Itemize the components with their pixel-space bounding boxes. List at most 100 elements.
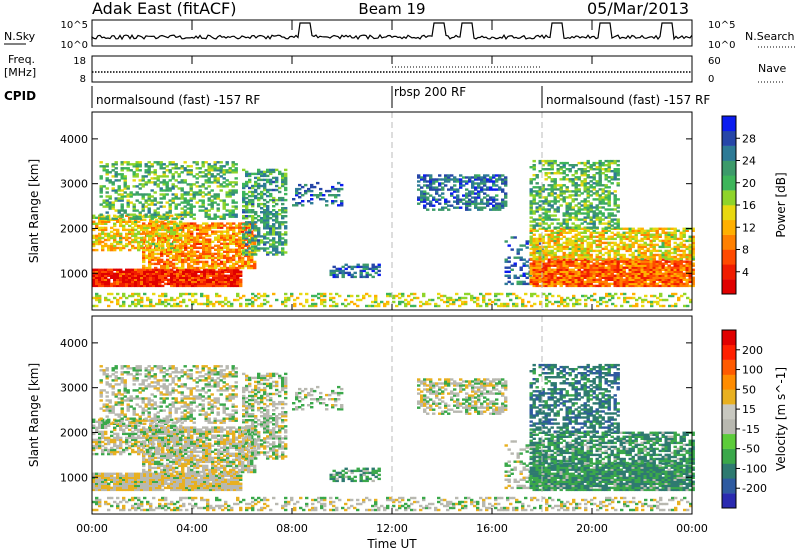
power-cell [266, 247, 270, 250]
power-cell [183, 193, 187, 196]
power-cell [225, 179, 229, 182]
power-cell [628, 284, 632, 288]
power-cell [547, 188, 551, 191]
power-cell [254, 227, 258, 230]
power-cell [126, 195, 130, 198]
power-cell [598, 274, 602, 277]
power-cell [92, 242, 96, 246]
power-cell [122, 224, 126, 228]
power-cell [504, 200, 508, 203]
power-cell [189, 215, 193, 218]
power-cell [111, 187, 115, 190]
power-cell [199, 242, 203, 245]
power-cell [495, 202, 499, 205]
power-cell [453, 200, 457, 203]
power-cell [284, 172, 288, 176]
power-cell [164, 228, 168, 232]
power-cell [583, 178, 587, 181]
power-cell [613, 200, 617, 203]
power-cell [480, 190, 484, 193]
power-cell [117, 209, 121, 212]
power-cell [559, 260, 563, 263]
power-cell [625, 282, 629, 286]
power-cell [538, 278, 542, 281]
power-cell [616, 272, 620, 275]
power-cell [113, 224, 117, 228]
power-cell [98, 298, 102, 302]
power-cell [550, 282, 554, 286]
power-cell [529, 276, 533, 279]
power-cell [562, 200, 566, 203]
power-cell [116, 232, 120, 236]
power-cell [174, 197, 178, 200]
power-cell [198, 205, 202, 208]
power-cell [206, 282, 210, 286]
power-cell [535, 272, 539, 275]
power-cell [529, 268, 533, 271]
power-cell [269, 229, 273, 232]
power-cell [150, 165, 154, 168]
power-cell [474, 200, 478, 203]
power-cell [553, 192, 557, 195]
power-cell [146, 230, 150, 234]
power-cell [184, 260, 188, 264]
power-cell [245, 202, 249, 206]
power-cell [580, 200, 584, 203]
power-cell [110, 248, 114, 252]
power-cell [604, 178, 608, 181]
power-cell [601, 241, 605, 245]
power-cell [142, 222, 146, 225]
power-cell [640, 227, 644, 230]
power-cell [119, 222, 123, 225]
power-cell [550, 190, 554, 193]
power-cell [231, 165, 235, 168]
power-cell [151, 250, 155, 253]
power-cell [172, 266, 176, 270]
power-cell [203, 278, 207, 281]
power-cell [220, 232, 224, 235]
power-cell [535, 186, 539, 189]
power-cell [248, 211, 252, 214]
power-cell [215, 282, 219, 286]
power-cell [217, 224, 221, 227]
power-cell [155, 284, 159, 288]
power-cell [232, 248, 236, 251]
power-cell [559, 249, 563, 253]
power-cell [177, 203, 181, 206]
power-cell [141, 185, 145, 188]
power-cell [263, 241, 267, 244]
power-cell [113, 282, 117, 286]
power-cell [239, 282, 243, 286]
power-cell [691, 253, 695, 257]
power-cell [610, 208, 614, 211]
power-cell [640, 266, 644, 269]
power-cell [170, 272, 174, 275]
power-cell [661, 255, 665, 259]
power-cell [170, 246, 174, 250]
power-cell [225, 195, 229, 198]
power-cell [607, 257, 611, 261]
power-cell [559, 276, 563, 279]
power-cell [574, 224, 578, 227]
power-cell [144, 175, 148, 178]
power-cell [155, 244, 159, 248]
power-cell [215, 300, 219, 304]
power-cell [122, 246, 126, 250]
power-cell [640, 278, 644, 281]
power-cell [544, 174, 548, 177]
power-cell [604, 222, 608, 225]
power-cell [580, 276, 584, 279]
power-cell [634, 237, 638, 241]
power-cell [160, 250, 164, 253]
power-cell [225, 169, 229, 172]
power-cell [622, 266, 626, 269]
power-cell [229, 256, 233, 260]
power-cell [196, 266, 200, 270]
power-cell [574, 170, 578, 173]
power-cell [145, 232, 149, 235]
power-cell [126, 193, 130, 196]
power-cell [126, 213, 130, 216]
power-cell [688, 245, 692, 249]
power-cell [592, 226, 596, 229]
power-cell [116, 280, 120, 284]
